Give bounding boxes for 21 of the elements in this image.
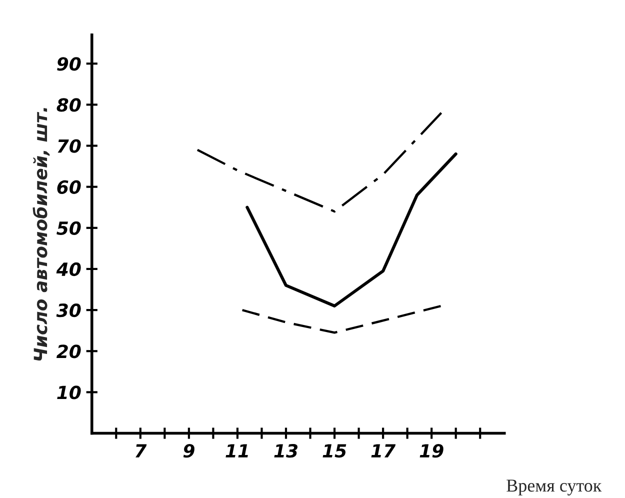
y-tick-label: 60	[57, 180, 81, 194]
x-tick-label: 17	[371, 444, 396, 458]
x-tick-label: 11	[226, 444, 248, 458]
y-tick-label: 50	[56, 221, 81, 236]
line-series	[196, 112, 442, 213]
y-tick-label: 10	[57, 386, 81, 400]
x-tick-label: 9	[183, 444, 194, 458]
y-tick-label: 30	[56, 304, 81, 318]
line-series	[241, 304, 442, 334]
y-tick-label: 70	[58, 139, 81, 153]
x-tick-label: 13	[274, 444, 298, 458]
y-tick-label: 20	[56, 344, 81, 358]
y-tick-label: 90	[57, 57, 81, 71]
line-series	[246, 152, 458, 308]
y-axis-title: Число автомобилей, шт.	[32, 108, 50, 361]
x-tick-label: 7	[136, 444, 147, 458]
x-tick-label: 15	[322, 444, 346, 458]
x-axis-title: Время суток	[506, 480, 602, 496]
x-tick-label: 19	[420, 444, 444, 458]
y-tick-label: 40	[56, 262, 81, 276]
y-tick-label: 80	[56, 98, 81, 112]
